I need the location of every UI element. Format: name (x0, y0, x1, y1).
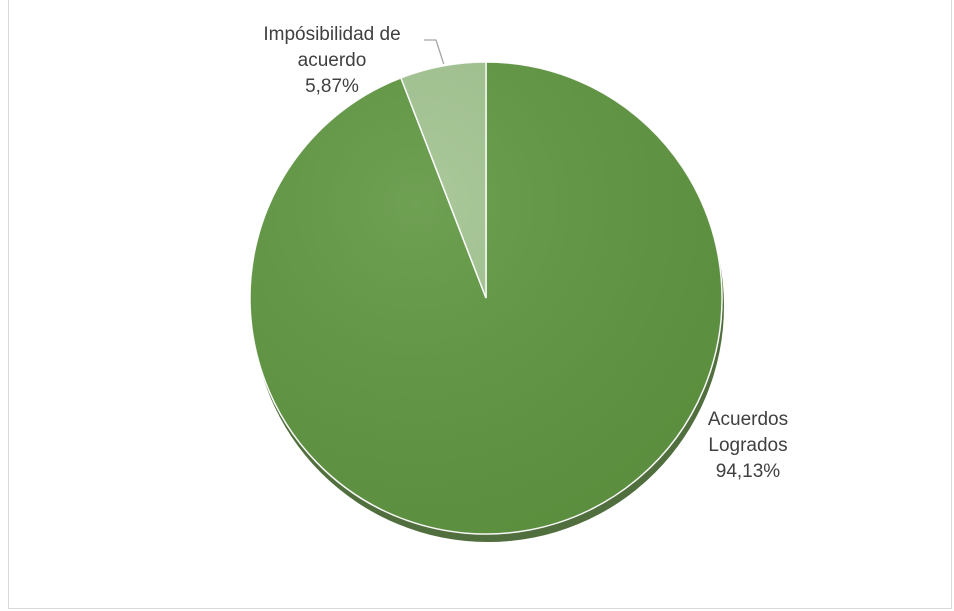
slice-name-label: Acuerdos (708, 409, 788, 430)
leader-line (424, 39, 445, 65)
slice-name-label: Logrados (708, 435, 787, 456)
slice-value-label: 5,87% (305, 76, 359, 97)
slice-value-label: 94,13% (716, 461, 781, 482)
slice-label-0: Acuerdos Logrados 94,13% (708, 409, 788, 482)
slice-name-label: Impósibilidad de (263, 24, 400, 45)
slice-name-label: acuerdo (298, 50, 367, 71)
slice-label-1: Impósibilidad de acuerdo 5,87% (263, 24, 400, 97)
